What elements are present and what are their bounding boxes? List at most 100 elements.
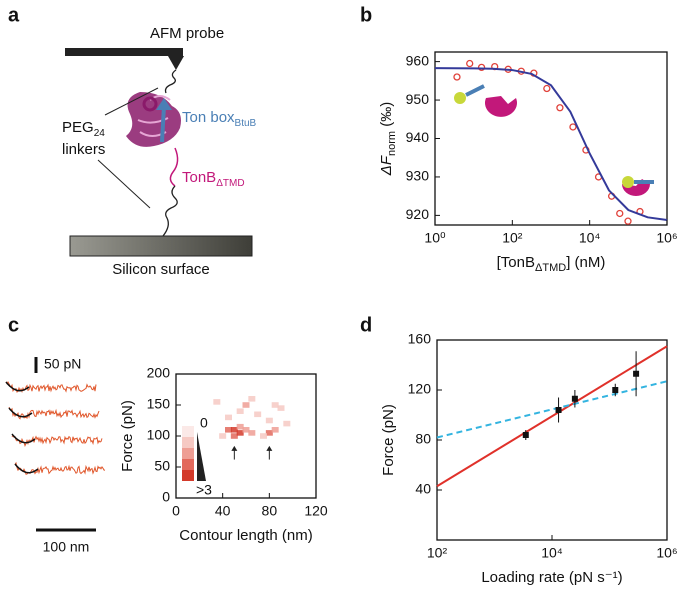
trace-noise: [5, 381, 97, 394]
axis-label-part: ΔF: [378, 155, 395, 176]
icon-protein: [484, 96, 517, 117]
axis-label-part: norm: [386, 131, 398, 156]
heat-cell: [260, 433, 267, 439]
data-point: [555, 407, 562, 413]
linker-label: linkers: [62, 141, 105, 158]
x-tick-label: 10⁴: [579, 230, 601, 246]
plot-frame: [434, 51, 668, 226]
axis-label-part: [TonB: [497, 254, 535, 271]
data-point: [612, 387, 619, 393]
y-tick-label: 40: [415, 481, 431, 497]
axis-label: Force (pN): [380, 404, 397, 476]
x-tick-label: 10²: [427, 545, 448, 561]
linker-label: PEG24: [62, 119, 105, 139]
colorbar-swatch: [182, 448, 194, 459]
x-tick-label: 10⁶: [656, 545, 677, 561]
colorbar-swatch: [182, 470, 194, 481]
force-traces: [5, 381, 106, 475]
y-tick-label: 920: [406, 206, 430, 222]
cantilever: [65, 48, 183, 56]
axis-label-part: Loading rate (pN s⁻¹): [481, 569, 622, 586]
data-point: [616, 209, 624, 218]
data-point: [543, 84, 551, 93]
y-tick-label: 120: [408, 381, 432, 397]
tonb-sub: ΔTMD: [216, 178, 244, 189]
fit-line: [434, 67, 668, 221]
heat-cell: [254, 411, 262, 418]
x-tick-label: 10⁰: [424, 230, 446, 246]
axis-label: Force (pN): [119, 400, 136, 472]
tonbox-arrowhead: [156, 98, 172, 110]
axis-label: Contour length (nm): [179, 527, 312, 544]
linker-sub: 24: [94, 128, 106, 139]
surface-label: Silicon surface: [112, 261, 210, 278]
y-tick-label: 50: [154, 458, 170, 474]
y-tick-label: 150: [147, 396, 171, 412]
heat-cell: [248, 396, 256, 402]
linker: [164, 69, 177, 94]
colorbar-swatch: [182, 459, 194, 470]
panel-label: d: [360, 314, 372, 336]
x-tick-label: 40: [215, 503, 231, 519]
trace-fit: [5, 381, 30, 392]
silicon-surface: [69, 235, 253, 257]
trace-noise: [11, 434, 103, 447]
y-tick-label: 100: [147, 427, 171, 443]
colorbar-wedge: [197, 432, 206, 481]
arrowhead: [266, 445, 273, 451]
tonb-text: TonB: [182, 169, 216, 186]
data-point: [624, 217, 632, 225]
axis-label-part: (‰): [378, 102, 395, 131]
heat-cell: [230, 433, 238, 439]
y-tick-label: 960: [406, 52, 430, 68]
data-point: [556, 104, 564, 112]
axis-label: Loading rate (pN s⁻¹): [481, 569, 622, 586]
scale-label: 50 pN: [44, 356, 81, 372]
colorbar-swatch: [182, 426, 194, 437]
icon-ball: [622, 176, 634, 188]
probe-label: AFM probe: [150, 25, 224, 42]
data-point: [571, 395, 578, 402]
tonbox-text: Ton box: [182, 109, 235, 126]
heat-cell: [219, 433, 227, 439]
tonbox-label: Ton boxBtuB: [182, 109, 257, 129]
protein-helix: [142, 96, 158, 112]
axis-label-part: ΔTMD: [535, 262, 566, 274]
heat-cell: [277, 405, 285, 411]
heat-cell: [271, 427, 279, 433]
heat-cell: [271, 402, 279, 408]
heat-cell: [225, 414, 232, 421]
heat-cell: [242, 427, 250, 433]
colorbar-swatch: [182, 437, 194, 448]
scale-label: 100 nm: [43, 539, 90, 555]
y-tick-label: 0: [162, 489, 170, 505]
y-tick-label: 80: [415, 431, 431, 447]
heat-cell: [236, 430, 244, 436]
heat-cell: [230, 427, 238, 433]
fit-line: [436, 345, 668, 488]
schematic-icons: [454, 84, 654, 196]
x-tick-label: 10²: [502, 230, 523, 246]
plot-frame: [436, 339, 668, 541]
probe-tip: [168, 56, 184, 70]
axis-label: ΔFnorm (‰): [378, 102, 398, 176]
heat-cell: [225, 427, 232, 433]
tonb-label: TonBΔTMD: [182, 169, 245, 189]
linker: [162, 185, 178, 237]
y-tick-label: 160: [408, 331, 432, 347]
tonb-tail: [169, 147, 179, 187]
data-point: [466, 59, 474, 68]
data-point: [453, 73, 461, 81]
data-point: [569, 123, 577, 131]
data-point: [633, 370, 640, 377]
x-tick-label: 0: [172, 503, 180, 519]
panel-label: b: [360, 4, 372, 26]
arrowhead: [231, 445, 238, 451]
heat-cell: [236, 408, 244, 414]
fit-line: [436, 380, 668, 439]
axis-label: [TonBΔTMD] (nM): [497, 254, 606, 274]
tonbox-arrow: [160, 105, 166, 143]
x-tick-label: 10⁶: [656, 230, 677, 246]
data-point: [522, 432, 529, 438]
